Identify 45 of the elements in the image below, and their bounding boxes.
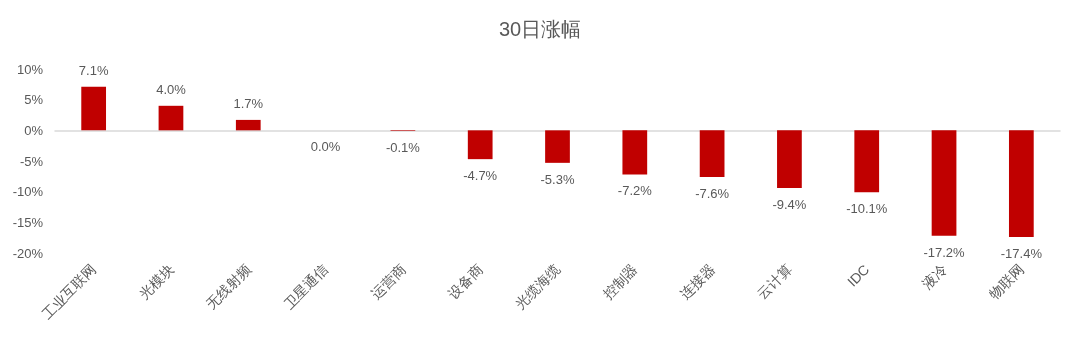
x-tick-label: 云计算 [754, 261, 796, 303]
x-tick-label: 液冷 [918, 261, 950, 293]
data-label: -5.3% [540, 171, 575, 187]
x-tick-label: 无线射频 [203, 261, 254, 313]
x-tick-label: IDC [844, 261, 873, 290]
x-tick-label: 运营商 [367, 261, 409, 303]
data-label: 4.0% [156, 81, 187, 97]
x-tick-label: 连接器 [676, 261, 718, 303]
x-tick-label: 工业互联网 [38, 261, 100, 323]
bar [545, 130, 570, 163]
bar [931, 130, 957, 236]
y-tick-label: 5% [24, 92, 44, 108]
bar [1008, 130, 1034, 238]
bar [777, 130, 802, 188]
data-label: 1.7% [233, 95, 264, 111]
y-tick-label: -10% [12, 184, 44, 200]
data-label: -7.2% [617, 183, 653, 199]
y-tick-label: 0% [24, 122, 44, 138]
x-tick-label: 设备商 [444, 261, 486, 303]
bar [622, 130, 648, 175]
data-label: -10.1% [846, 201, 888, 217]
data-label: -17.4% [1000, 246, 1043, 262]
data-label: -9.4% [772, 196, 807, 212]
y-tick-label: -20% [12, 245, 44, 261]
x-tick-label: 卫星通信 [280, 261, 332, 313]
bar [467, 130, 493, 160]
y-tick-label: -15% [12, 214, 44, 230]
bar [235, 119, 261, 131]
x-tick-label: 物联网 [985, 261, 1027, 303]
data-label: -17.2% [923, 244, 966, 260]
data-label: -4.7% [463, 168, 498, 184]
bar [854, 130, 880, 193]
bar [699, 130, 725, 177]
chart-title: 30日涨幅 [498, 18, 582, 40]
data-label: 0.0% [310, 139, 341, 155]
y-tick-label: -5% [19, 153, 44, 169]
x-tick-label: 光缆海缆 [512, 261, 564, 313]
y-tick-label: 10% [16, 61, 44, 77]
x-tick-label: 控制器 [599, 261, 641, 303]
data-label: 7.1% [78, 62, 109, 78]
x-tick-label: 光模块 [135, 261, 177, 303]
bar [158, 105, 184, 131]
bar [81, 86, 107, 131]
data-label: -0.1% [385, 139, 421, 155]
data-label: -7.6% [695, 185, 730, 201]
